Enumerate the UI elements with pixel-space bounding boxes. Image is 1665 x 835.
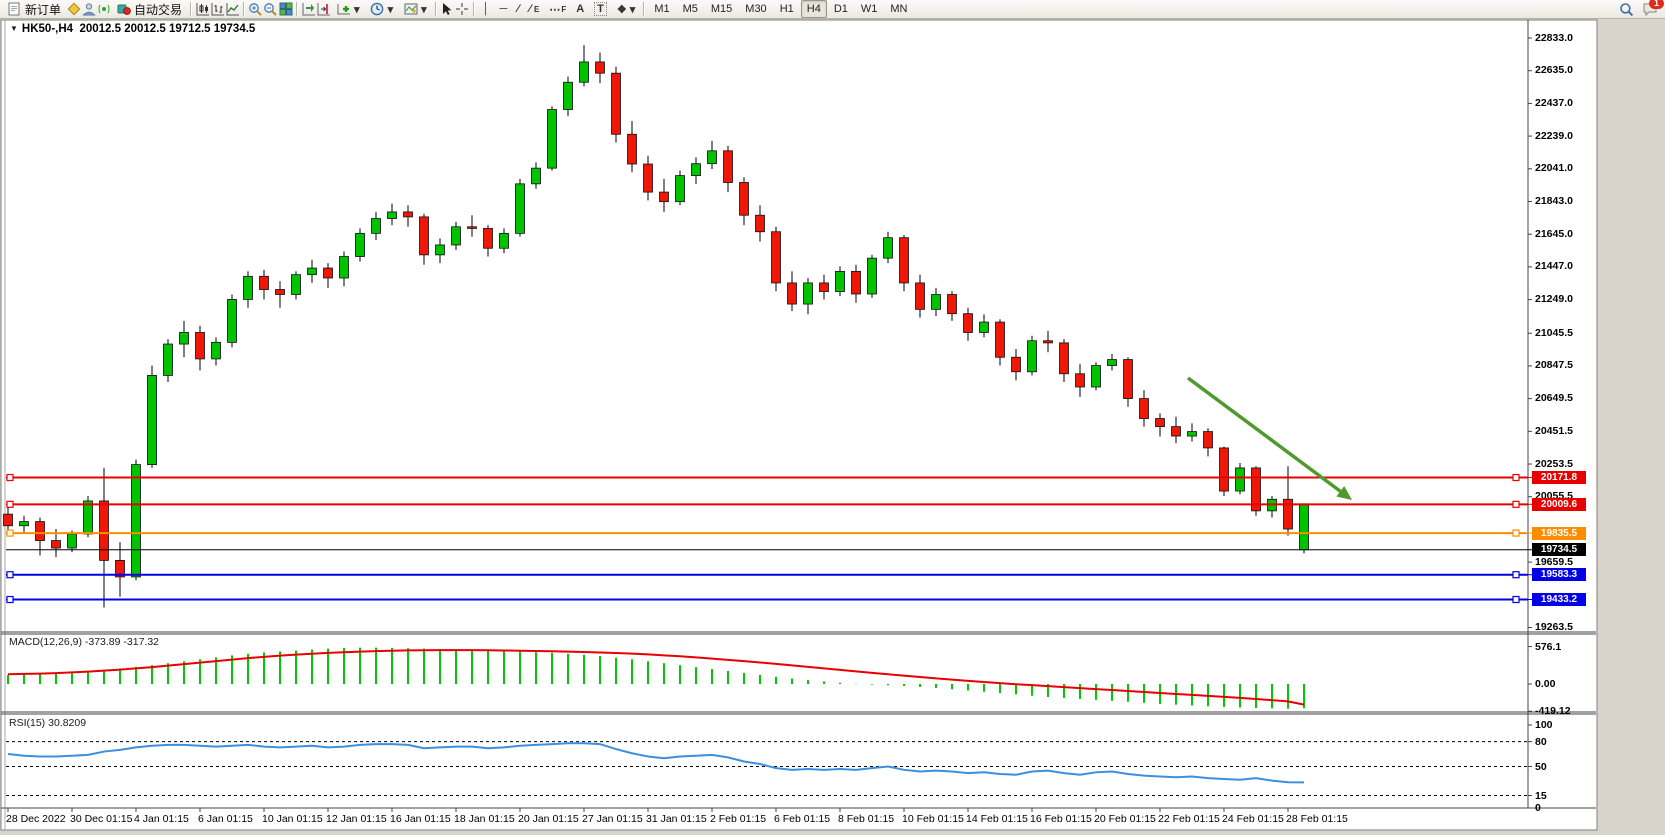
zoom-in-icon[interactable] [248,2,263,17]
ohlc-values: 20012.5 20012.5 19712.5 19734.5 [79,23,256,35]
zoom-out-icon[interactable] [263,2,278,17]
templates-button[interactable]: ▾ [398,0,432,19]
auto-scroll-icon[interactable] [301,2,316,17]
toolbar-right: 1 [1619,0,1665,17]
timeframe-M15[interactable]: M15 [710,3,733,15]
timeframe-H4[interactable]: H4 [800,0,827,18]
hline-handle[interactable] [6,529,14,537]
hline-handle[interactable] [6,500,14,508]
timeframe-M5[interactable]: M5 [682,3,698,15]
hline-handle[interactable] [6,473,14,482]
timeframe-M30[interactable]: M30 [745,3,767,15]
candles-group [3,45,1309,608]
new-order-label: 新订单 [25,2,62,17]
cursor-icon[interactable] [440,2,455,17]
hline-handle[interactable] [1512,473,1520,482]
add-indicator-icon [336,2,351,17]
crosshair-icon[interactable] [455,2,470,17]
chart-shift-icon[interactable] [316,2,331,17]
periods-button[interactable]: ▾ [365,0,399,19]
fibonacci-tool[interactable]: ⋯ F [549,3,567,16]
shapes-tool[interactable]: ❖ ▾ [616,3,636,16]
vertical-line-tool[interactable]: │ [482,3,490,15]
template-icon [403,2,418,17]
hline-handle[interactable] [6,571,14,579]
chart-title[interactable]: ▼ HK50-,H4 20012.5 20012.5 19712.5 19734.… [10,23,255,35]
separator [472,2,475,16]
timeframe-W1[interactable]: W1 [860,3,878,15]
channel-tool[interactable]: ∕ E [529,3,540,15]
chart-dropdown-icon[interactable]: ▼ [10,24,18,33]
trendline-tool[interactable]: ∕ [517,3,520,15]
dropdown-arrow: ▾ [387,3,394,16]
dropdown-arrow: ▾ [421,3,427,16]
timeframe-H1[interactable]: H1 [779,3,794,15]
profile-icon[interactable] [81,2,96,17]
down-arrow-annotation[interactable] [1186,376,1353,500]
text-label-tool[interactable]: T [589,0,612,19]
notification-badge: 1 [1649,0,1664,9]
add-indicator-button[interactable]: ▾ [331,0,365,19]
new-order-icon [7,2,22,17]
separator [434,2,437,16]
timeframe-M1[interactable]: M1 [654,3,670,15]
notifications-icon[interactable]: 1 [1642,0,1664,17]
symbol-period: HK50-,H4 [21,23,74,35]
separator [190,2,193,16]
text-tool[interactable]: A [576,3,585,15]
autotrading-icon [116,2,131,17]
rsi-panel [7,742,1305,784]
separator [296,2,299,16]
horizontal-line-tool[interactable]: ─ [499,3,508,15]
clock-icon [370,2,385,17]
line-chart-icon[interactable] [225,2,240,17]
new-order-button[interactable]: 新订单 [2,0,66,19]
hline-handle[interactable] [1512,500,1520,508]
autotrading-button[interactable]: 自动交易 [111,0,187,19]
bar-chart-icon[interactable] [210,2,225,17]
timeframe-bar: M1 M5 M15 M30 H1 H4 D1 W1 MN [648,0,913,18]
timeframe-MN[interactable]: MN [890,3,908,15]
hlines-group[interactable] [6,473,1528,604]
search-icon[interactable] [1619,2,1634,17]
candlestick-chart-icon[interactable] [195,2,210,17]
hline-handle[interactable] [1512,571,1520,579]
dropdown-arrow: ▾ [354,3,360,16]
main-toolbar: 新订单 自动交易 [0,0,1665,19]
separator [643,2,646,16]
macd-panel [7,647,1305,709]
signal-icon[interactable] [96,2,111,17]
hline-handle[interactable] [1512,529,1520,537]
tile-windows-icon[interactable] [278,2,293,17]
market-watch-icon[interactable] [66,2,81,17]
autotrading-label: 自动交易 [134,2,183,17]
timeframe-D1[interactable]: D1 [833,3,848,15]
separator [243,2,246,16]
dropdown-arrow: ▾ [629,3,636,16]
hline-handle[interactable] [1512,595,1520,604]
hline-handle[interactable] [6,595,14,604]
